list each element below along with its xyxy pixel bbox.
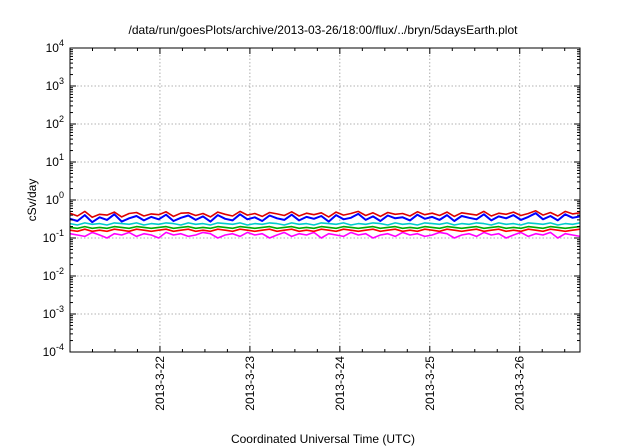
x-axis-label: Coordinated Universal Time (UTC): [231, 432, 415, 446]
grid: [70, 48, 580, 352]
series-line-5: [69, 212, 581, 224]
series-line-3: [69, 225, 581, 230]
y-tick-label: 10-2: [43, 266, 64, 283]
series-line-4: [69, 222, 581, 226]
series-line-6: [69, 210, 581, 219]
x-tick-labels: 2013-3-22 2013-3-23 2013-3-24 2013-3-25 2013…: [153, 356, 527, 411]
y-tick-label: 104: [46, 38, 64, 55]
x-tick-label: 2013-3-24: [333, 356, 347, 411]
y-tick-label: 10-3: [43, 304, 64, 321]
y-tick-label: 102: [46, 114, 64, 131]
y-tick-label: 103: [46, 76, 64, 93]
x-tick-label: 2013-3-23: [243, 356, 257, 411]
y-tick-label: 10-1: [43, 228, 64, 245]
y-tick-label: 10-4: [43, 342, 64, 359]
series-line-2: [69, 228, 581, 233]
plot-frame: [69, 47, 581, 353]
x-tick-label: 2013-3-26: [513, 356, 527, 411]
y-tick-label: 101: [46, 152, 64, 169]
y-tick-labels: 10-4 10-3 10-2 10-1 100 101 102 103 104: [43, 38, 64, 359]
series-layer: [69, 210, 581, 239]
y-axis-label: cSv/day: [25, 179, 39, 222]
series-line-1: [69, 231, 581, 239]
x-tick-label: 2013-3-22: [153, 356, 167, 411]
chart-title: /data/run/goesPlots/archive/2013-03-26/1…: [129, 23, 519, 37]
ticks: [70, 47, 580, 353]
x-tick-label: 2013-3-25: [423, 356, 437, 411]
y-tick-label: 100: [46, 190, 64, 207]
